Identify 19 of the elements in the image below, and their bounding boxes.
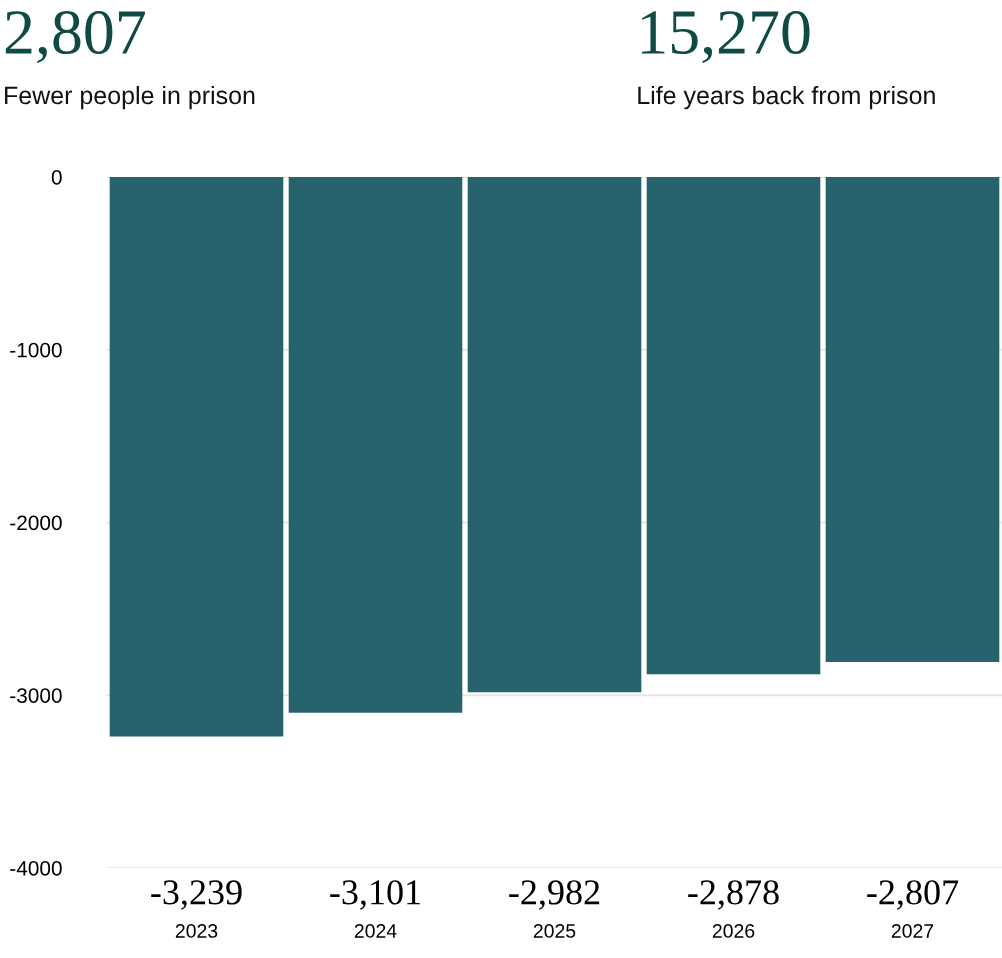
text: 15,270 (641, 10, 810, 64)
x-tick-label: 2026 (712, 924, 755, 938)
x-tick-label: 2024 (354, 924, 397, 938)
y-tick-label: 0 (51, 170, 62, 185)
x-tick-label: 2023 (175, 924, 218, 938)
y-tick-label: -1000 (10, 342, 62, 358)
text: Fewer people in prison (5, 85, 255, 110)
y-tick-label: -4000 (10, 861, 62, 876)
y-tick-label: -3000 (10, 688, 62, 703)
x-tick-label: 2027 (891, 924, 934, 938)
text: Life years back from prison (638, 85, 935, 110)
y-tick-label: -2000 (10, 515, 62, 531)
text: 2,807 (5, 10, 145, 64)
data-label: -2,982 (509, 880, 600, 910)
data-label: -3,239 (151, 880, 242, 910)
data-label: -2,878 (688, 880, 779, 910)
data-label: -2,807 (867, 880, 959, 910)
x-tick-label: 2025 (533, 924, 576, 938)
data-label: -3,101 (330, 880, 420, 910)
